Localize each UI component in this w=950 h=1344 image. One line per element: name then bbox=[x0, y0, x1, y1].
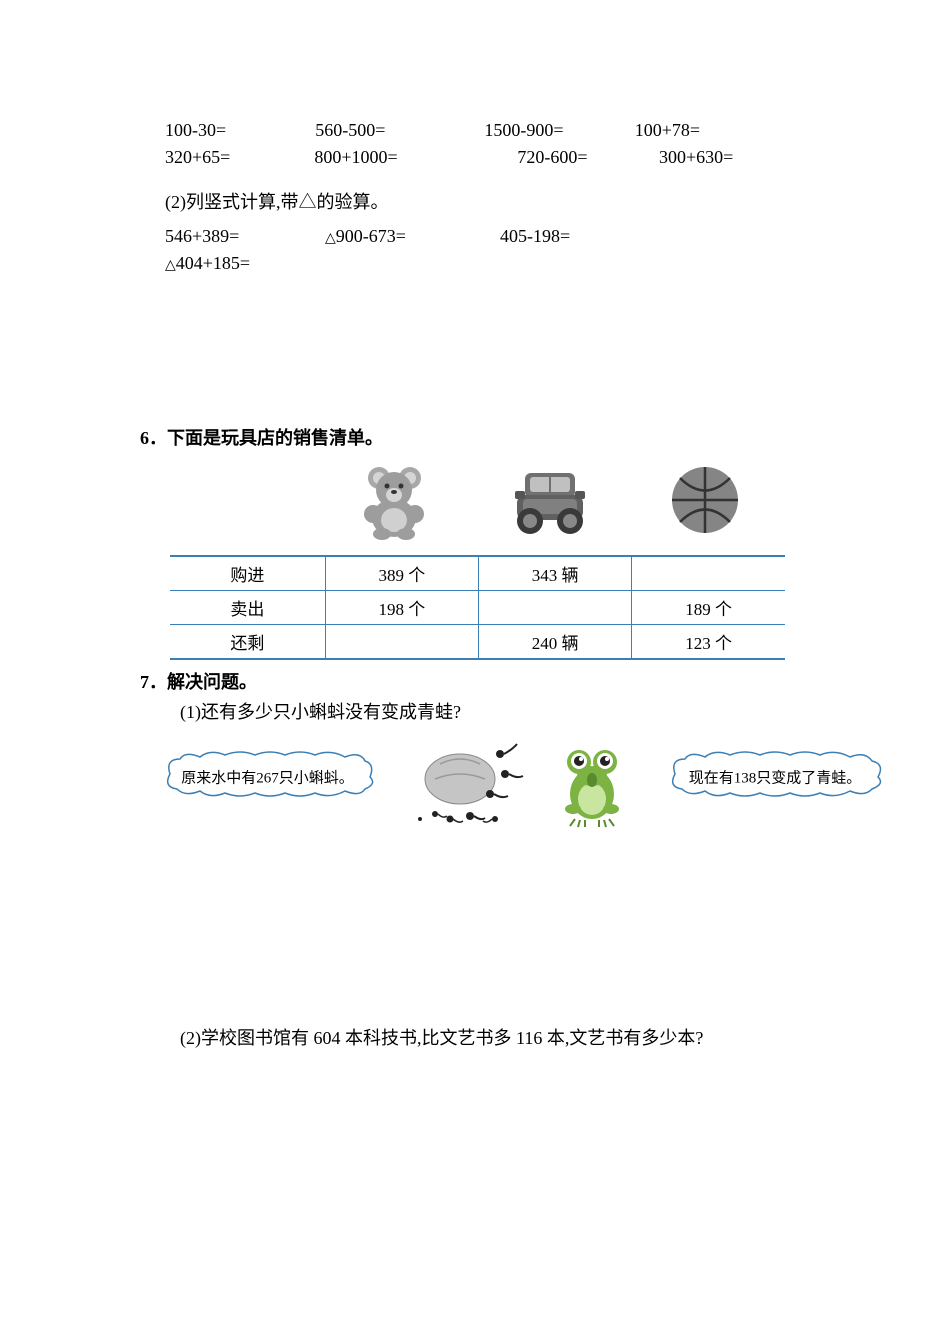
table-row: 还剩 240 辆 123 个 bbox=[170, 625, 785, 660]
math-problem: 560-500= bbox=[315, 120, 484, 141]
calc-problem: 405-198= bbox=[500, 226, 660, 247]
math-problem: 300+630= bbox=[634, 147, 785, 168]
vertical-calc-row-1: 546+389= △900-673= 405-198= bbox=[165, 226, 785, 247]
table-cell: 240 辆 bbox=[478, 625, 631, 660]
row-label: 购进 bbox=[170, 556, 325, 591]
row-label: 还剩 bbox=[170, 625, 325, 660]
math-problem: 800+1000= bbox=[314, 147, 482, 168]
triangle-icon: △ bbox=[165, 257, 176, 274]
math-problem: 100+78= bbox=[635, 120, 785, 141]
table-cell bbox=[632, 556, 785, 591]
basketball-icon bbox=[668, 463, 743, 538]
calc-text: 900-673= bbox=[336, 226, 406, 246]
table-cell: 189 个 bbox=[632, 591, 785, 625]
bubble-left-text: 原来水中有267只小蝌蚪。 bbox=[181, 766, 354, 787]
table-row: 卖出 198 个 189 个 bbox=[170, 591, 785, 625]
question-6-title: 6．下面是玩具店的销售清单。 bbox=[140, 424, 785, 450]
question-7-1: (1)还有多少只小蝌蚪没有变成青蛙? bbox=[180, 698, 785, 724]
table-cell bbox=[325, 625, 478, 660]
page-content: 100-30= 560-500= 1500-900= 100+78= 320+6… bbox=[0, 0, 950, 1050]
tadpoles-icon bbox=[405, 734, 535, 834]
triangle-icon: △ bbox=[325, 230, 336, 247]
table-cell: 343 辆 bbox=[478, 556, 631, 591]
math-row-1: 100-30= 560-500= 1500-900= 100+78= bbox=[165, 120, 785, 141]
table-cell bbox=[478, 591, 631, 625]
question-7-2: (2)学校图书馆有 604 本科技书,比文艺书多 116 本,文艺书有多少本? bbox=[180, 1024, 785, 1050]
sales-table-wrap: 购进 389 个 343 辆 卖出 198 个 189 个 还剩 240 辆 1… bbox=[170, 555, 785, 660]
section-2-label: (2)列竖式计算,带△的验算。 bbox=[165, 188, 785, 214]
calc-text: 404+185= bbox=[176, 253, 250, 273]
teddy-bear-icon bbox=[357, 460, 432, 540]
speech-bubble-right: 现在有138只变成了青蛙。 bbox=[660, 749, 890, 804]
table-cell: 389 个 bbox=[325, 556, 478, 591]
toy-car-icon bbox=[505, 463, 595, 538]
math-problem: 320+65= bbox=[165, 147, 314, 168]
table-cell: 198 个 bbox=[325, 591, 478, 625]
table-cell: 123 个 bbox=[632, 625, 785, 660]
sales-table: 购进 389 个 343 辆 卖出 198 个 189 个 还剩 240 辆 1… bbox=[170, 555, 785, 660]
table-row: 购进 389 个 343 辆 bbox=[170, 556, 785, 591]
calc-problem: 546+389= bbox=[165, 226, 325, 247]
calc-problem: △404+185= bbox=[165, 253, 325, 274]
row-label: 卖出 bbox=[170, 591, 325, 625]
toy-images-row bbox=[320, 460, 780, 540]
vertical-calc-row-2: △404+185= bbox=[165, 253, 785, 274]
math-problem: 100-30= bbox=[165, 120, 315, 141]
math-problem: 720-600= bbox=[482, 147, 634, 168]
bubble-right-text: 现在有138只变成了青蛙。 bbox=[689, 766, 862, 787]
calc-problem: △900-673= bbox=[325, 226, 500, 247]
math-row-2: 320+65= 800+1000= 720-600= 300+630= bbox=[165, 147, 785, 168]
question-7-title: 7．解决问题。 bbox=[140, 668, 785, 694]
speech-bubble-left: 原来水中有267只小蝌蚪。 bbox=[155, 749, 380, 804]
frog-icon bbox=[555, 744, 630, 834]
tadpole-scene: 原来水中有267只小蝌蚪。 bbox=[155, 734, 785, 844]
math-problem: 1500-900= bbox=[484, 120, 634, 141]
